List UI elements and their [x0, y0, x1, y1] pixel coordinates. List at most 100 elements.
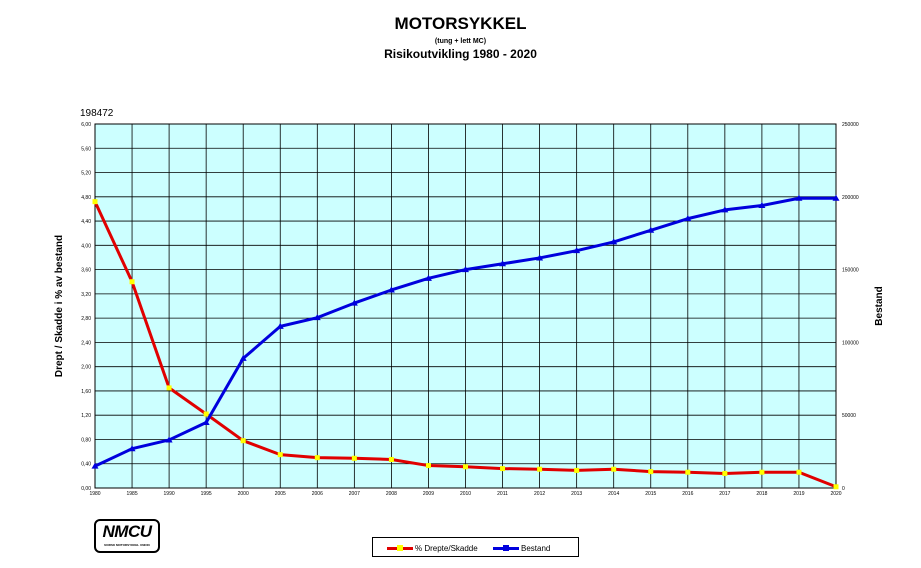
data-point-bestand — [239, 354, 247, 361]
data-point-risk — [537, 466, 543, 472]
data-point-bestand — [387, 286, 395, 293]
data-point-risk — [463, 464, 468, 470]
x-tick-label: 2016 — [682, 491, 693, 497]
y-tick-label: 4,40 — [81, 219, 91, 225]
data-point-bestand — [350, 299, 358, 306]
y2-tick-label: 50000 — [842, 413, 856, 419]
x-tick-label: 2005 — [275, 491, 286, 497]
y-tick-label: 6,00 — [81, 122, 91, 128]
x-tick-label: 2017 — [719, 491, 730, 497]
y-tick-label: 3,60 — [81, 268, 91, 274]
y2-tick-label: 100000 — [842, 340, 859, 346]
data-point-risk — [277, 452, 283, 458]
x-tick-label: 2018 — [756, 491, 767, 497]
data-point-bestand — [832, 194, 840, 201]
data-point-bestand — [758, 202, 766, 209]
data-point-bestand — [128, 445, 136, 452]
data-point-risk — [796, 469, 802, 475]
data-point-bestand — [499, 260, 507, 267]
x-tick-label: 2012 — [534, 491, 545, 497]
x-tick-label: 2007 — [349, 491, 360, 497]
chart-note: 198472 — [80, 108, 114, 119]
x-tick-label: 2013 — [571, 491, 582, 497]
y-tick-label: 0,40 — [81, 462, 91, 468]
chart-subtitle: (tung + lett MC) — [434, 38, 487, 45]
data-point-risk — [759, 469, 765, 475]
data-point-risk — [129, 279, 135, 285]
data-point-risk — [203, 411, 209, 417]
logo-text: NMCU — [102, 522, 153, 541]
legend-item-bestand: Bestand — [493, 543, 550, 553]
data-point-bestand — [536, 254, 544, 261]
data-point-risk — [722, 470, 728, 476]
data-point-risk — [351, 455, 357, 461]
y-tick-label: 4,80 — [81, 195, 91, 201]
data-point-risk — [611, 466, 617, 472]
data-point-bestand — [721, 206, 729, 213]
y-tick-label: 0,00 — [81, 486, 91, 492]
y2-tick-label: 0 — [842, 486, 845, 492]
data-point-bestand — [202, 418, 210, 425]
y-tick-label: 5,20 — [81, 171, 91, 177]
x-tick-label: 2019 — [793, 491, 804, 497]
x-tick-label: 2008 — [386, 491, 397, 497]
data-point-bestand — [610, 238, 618, 245]
y-axis-label: Drept / Skadde i % av bestand — [54, 235, 65, 377]
data-point-risk — [425, 463, 431, 469]
y-tick-label: 5,60 — [81, 146, 91, 152]
legend-label-risk: % Drepte/Skadde — [415, 543, 478, 553]
data-point-risk — [240, 438, 246, 444]
chart-title: MOTORSYKKEL — [394, 14, 527, 33]
x-tick-label: 2020 — [830, 491, 841, 497]
x-tick-label: 1985 — [126, 491, 137, 497]
x-tick-label: 2000 — [238, 491, 249, 497]
y2-tick-label: 150000 — [842, 268, 859, 274]
data-point-risk — [500, 466, 506, 472]
legend: % Drepte/Skadde Bestand — [372, 537, 579, 557]
data-point-bestand — [684, 215, 692, 222]
data-point-bestand — [276, 322, 284, 329]
data-point-bestand — [424, 274, 432, 281]
x-tick-label: 2010 — [460, 491, 471, 497]
x-tick-label: 1980 — [89, 491, 100, 497]
x-tick-label: 1990 — [164, 491, 175, 497]
legend-marker-bestand — [503, 544, 509, 551]
x-tick-label: 2009 — [423, 491, 434, 497]
data-point-risk — [388, 456, 394, 462]
data-point-risk — [166, 385, 172, 391]
chart-subtitle-2: Risikoutvikling 1980 - 2020 — [384, 47, 537, 61]
data-point-bestand — [795, 194, 803, 201]
data-point-bestand — [462, 266, 469, 273]
legend-swatch-bestand — [493, 544, 519, 551]
data-point-bestand — [313, 314, 321, 321]
data-point-bestand — [165, 436, 173, 443]
y2-tick-label: 250000 — [842, 122, 859, 128]
y2-tick-label: 200000 — [842, 195, 859, 201]
legend-marker-risk — [397, 544, 403, 551]
x-tick-label: 2014 — [608, 491, 619, 497]
legend-item-risk: % Drepte/Skadde — [387, 543, 478, 553]
data-point-risk — [833, 484, 839, 490]
y2-axis-label: Bestand — [874, 286, 885, 325]
data-point-risk — [685, 469, 691, 475]
data-point-risk — [574, 467, 580, 473]
logo-subtext: NORSK MOTORSYKKEL UNION — [104, 543, 150, 547]
y-tick-label: 0,80 — [81, 437, 91, 443]
x-tick-label: 2006 — [312, 491, 323, 497]
y-tick-label: 4,00 — [81, 243, 91, 249]
data-point-bestand — [573, 247, 581, 254]
data-point-bestand — [91, 462, 99, 469]
y-tick-label: 3,20 — [81, 292, 91, 298]
y-tick-label: 2,40 — [81, 340, 91, 346]
legend-label-bestand: Bestand — [521, 543, 551, 553]
x-tick-label: 2011 — [497, 491, 508, 497]
data-point-risk — [648, 469, 654, 475]
nmcu-logo: NMCU NORSK MOTORSYKKEL UNION — [94, 519, 160, 553]
x-tick-label: 2015 — [645, 491, 656, 497]
y-tick-label: 1,60 — [81, 389, 91, 395]
x-tick-label: 1995 — [201, 491, 212, 497]
legend-swatch-risk — [387, 544, 413, 551]
y-tick-label: 2,80 — [81, 316, 91, 322]
data-point-bestand — [647, 226, 655, 233]
